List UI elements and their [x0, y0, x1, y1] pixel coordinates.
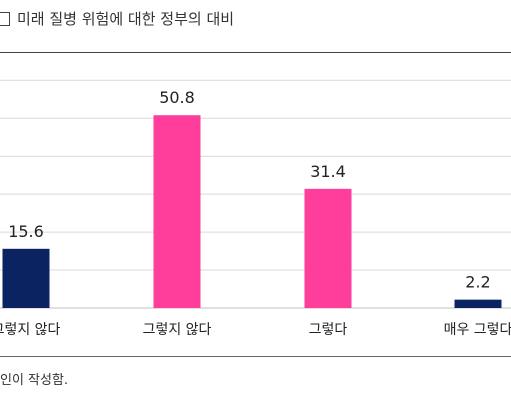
data-label: 50.8 [159, 88, 195, 107]
data-label: 15.6 [8, 222, 44, 241]
x-tick-label: 그렇다 [309, 322, 348, 338]
x-tick-label: 그렇지 않다 [0, 322, 61, 338]
x-tick-label: 매우 그렇다 [444, 322, 511, 338]
title-bullet-icon [0, 11, 10, 26]
data-label: 31.4 [310, 162, 346, 181]
chart-title: 미래 질병 위험에 대한 정부의 대비 [17, 10, 235, 28]
bar [454, 299, 502, 308]
bottom-divider [0, 356, 511, 357]
top-divider [0, 52, 511, 53]
chart-title-row: 미래 질병 위험에 대한 정부의 대비 [0, 8, 234, 29]
bar [304, 188, 352, 308]
data-label: 2.2 [465, 273, 490, 292]
bar [2, 248, 50, 308]
bar [153, 115, 201, 309]
source-note: 인이 작성함. [0, 373, 69, 388]
x-tick-label: 그렇지 않다 [143, 322, 212, 338]
